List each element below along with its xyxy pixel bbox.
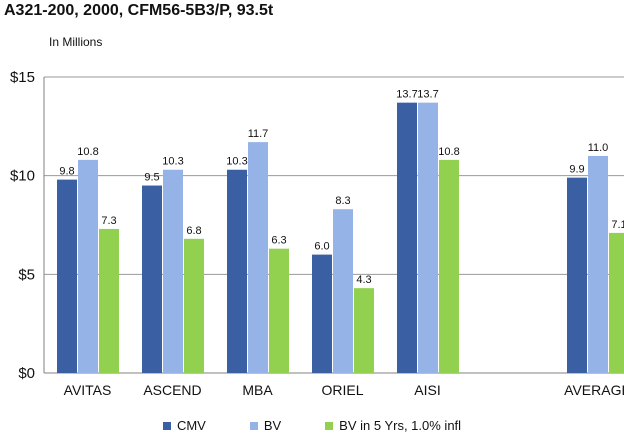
legend-swatch [162,421,171,430]
bar-bv [418,102,438,374]
data-label: 11.0 [588,142,609,154]
bar-bv [248,142,268,373]
bar-cmv [227,169,247,373]
data-label: 10.8 [438,146,459,158]
bar-bv-in-5-yrs-1-0-infl [354,288,374,373]
data-label: 6.3 [271,235,286,247]
data-label: 9.9 [569,164,584,176]
x-tick-label: AVITAS [64,382,112,398]
bar-cmv [397,102,417,374]
data-label: 11.7 [248,128,269,140]
data-label: 9.8 [59,166,74,178]
legend-label: BV in 5 Yrs, 1.0% infl [339,418,462,433]
legend-label: BV [263,418,282,433]
bar-cmv [567,177,587,373]
legend-label: CMV [176,418,206,433]
bar-bv [78,159,98,373]
data-label: 6.8 [186,225,201,237]
bar-bv-in-5-yrs-1-0-infl [269,248,289,373]
data-label: 13.7 [396,89,417,101]
bar-cmv [57,179,77,373]
x-tick-label: AISI [414,382,440,398]
legend-swatch [249,421,258,430]
data-label: 9.5 [144,172,159,184]
data-label: 10.3 [226,156,247,168]
y-tick-label: $15 [10,69,35,86]
x-tick-label: AVERAGE [564,382,624,398]
bar-cmv [142,185,162,373]
data-label: 10.3 [162,156,183,168]
legend-item: CMV [162,418,206,433]
data-label: 8.3 [335,195,350,207]
data-label: 13.7 [417,89,438,101]
legend-swatch [325,421,334,430]
chart-subtitle: In Millions [49,35,103,49]
bar-bv [588,155,608,373]
data-label: 7.1 [611,219,624,231]
data-label: 4.3 [356,274,371,286]
data-label: 10.8 [77,146,98,158]
bar-bv [163,169,183,373]
bar-bv-in-5-yrs-1-0-infl [439,159,459,373]
bar-bv-in-5-yrs-1-0-infl [99,228,119,373]
bar-bv [333,209,353,373]
x-tick-label: ORIEL [321,382,363,398]
data-label: 6.0 [314,241,329,253]
bar-bv-in-5-yrs-1-0-infl [609,232,624,373]
legend: CMV BV BV in 5 Yrs, 1.0% infl [0,418,624,433]
legend-item: BV in 5 Yrs, 1.0% infl [325,418,461,433]
legend-item: BV [249,418,282,433]
bar-cmv [312,254,332,373]
y-tick-label: $10 [10,168,35,185]
chart-title: A321-200, 2000, CFM56-5B3/P, 93.5t [4,2,274,19]
bar-bv-in-5-yrs-1-0-infl [184,238,204,373]
x-tick-label: MBA [242,382,273,398]
y-tick-label: $0 [18,365,35,382]
data-label: 7.3 [101,215,116,227]
x-tick-label: ASCEND [143,382,201,398]
y-tick-label: $5 [18,266,35,283]
